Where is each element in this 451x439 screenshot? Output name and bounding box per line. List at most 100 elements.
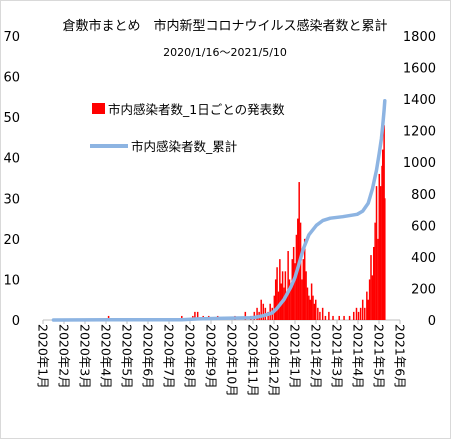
legend-bar-swatch <box>92 103 105 114</box>
bar <box>274 279 277 320</box>
y-left-tick-label: 50 <box>3 111 20 126</box>
x-tick-label: 2020年4月 <box>99 324 114 389</box>
legend-bar-label: 市内感染者数_1日ごとの発表数 <box>108 102 285 117</box>
bar <box>368 279 371 320</box>
y-right-tick-label: 400 <box>411 251 436 266</box>
y-left-tick-label: 60 <box>3 71 20 86</box>
bar <box>367 299 369 320</box>
bar <box>328 311 330 320</box>
chart-title: 倉敷市まとめ 市内新型コロナウイルス感染者数と累計 <box>62 18 387 34</box>
x-tick-label: 2020年7月 <box>162 324 177 389</box>
x-tick-label: 2020年2月 <box>57 324 72 389</box>
bar <box>306 287 309 320</box>
bar <box>352 311 355 320</box>
bar <box>298 182 300 320</box>
bar <box>299 222 302 320</box>
bar <box>273 295 276 320</box>
bar <box>361 299 364 320</box>
x-tick-label: 2020年1月 <box>36 324 51 389</box>
bar <box>364 307 366 320</box>
x-tick-label: 2020年10月 <box>225 324 240 397</box>
bar <box>373 246 375 320</box>
bar <box>260 299 262 320</box>
bar <box>303 238 306 320</box>
y-right-tick-label: 800 <box>411 188 436 203</box>
bar <box>276 267 278 320</box>
y-right-tick-label: 600 <box>411 219 436 234</box>
bar <box>370 255 372 320</box>
bar <box>321 307 324 320</box>
bar <box>355 307 358 320</box>
chart-subtitle: 2020/1/16～2021/5/10 <box>163 46 287 59</box>
bar <box>357 311 360 320</box>
bar <box>310 283 313 320</box>
bar <box>107 315 110 320</box>
bar <box>374 222 376 320</box>
bar <box>287 251 289 320</box>
bar <box>379 186 382 320</box>
y-right-tick-label: 1600 <box>403 62 436 77</box>
bar <box>315 299 317 320</box>
bar <box>301 279 303 320</box>
x-tick-label: 2020年5月 <box>120 324 135 389</box>
bar <box>377 238 379 320</box>
bar <box>290 287 292 320</box>
bar <box>309 299 311 320</box>
bar <box>294 263 296 320</box>
y-right-tick-label: 200 <box>411 282 436 297</box>
bar <box>332 315 334 320</box>
bar <box>378 173 381 320</box>
bar <box>313 303 316 320</box>
bar <box>196 311 199 320</box>
cumulative-line <box>51 98 387 322</box>
x-tick-label: 2021年1月 <box>288 324 303 389</box>
bar <box>384 198 386 320</box>
bar <box>283 287 285 320</box>
x-tick-label: 2020年9月 <box>204 324 219 389</box>
legend-line-label: 市内感染者数_累計 <box>131 139 237 154</box>
x-tick-label: 2021年5月 <box>372 324 387 389</box>
y-left-tick-label: 40 <box>3 152 20 167</box>
x-tick-label: 2020年6月 <box>141 324 156 389</box>
bar <box>319 311 321 320</box>
bar <box>366 291 368 320</box>
bar <box>244 311 247 320</box>
bar <box>288 279 291 320</box>
bar <box>371 275 374 320</box>
y-left-tick-label: 70 <box>3 30 20 45</box>
x-tick-label: 2021年2月 <box>309 324 324 389</box>
bar <box>359 307 362 320</box>
y-right-tick-label: 1800 <box>403 30 436 45</box>
bar <box>375 186 378 320</box>
bar <box>343 315 345 320</box>
bar <box>256 307 258 320</box>
y-right-tick-label: 1400 <box>403 93 436 108</box>
bar <box>348 315 351 320</box>
bar <box>291 259 294 320</box>
bar <box>305 271 307 320</box>
bar <box>302 259 305 320</box>
x-tick-label: 2021年4月 <box>351 324 366 389</box>
bar <box>312 295 314 320</box>
y-left-tick-label: 10 <box>3 273 20 288</box>
y-right-tick-label: 1000 <box>403 156 436 171</box>
bar <box>286 295 288 320</box>
bar <box>279 259 281 320</box>
x-tick-label: 2020年11月 <box>246 324 261 397</box>
bar <box>194 311 196 320</box>
x-tick-label: 2020年12月 <box>267 324 282 397</box>
y-left-tick-label: 30 <box>3 192 20 207</box>
bar <box>281 271 284 320</box>
y-right-tick-label: 1200 <box>403 125 436 140</box>
x-tick-label: 2020年8月 <box>183 324 198 389</box>
y-left-tick-label: 0 <box>12 314 20 329</box>
y-right-tick-label: 0 <box>428 314 436 329</box>
bar <box>308 295 310 320</box>
y-left-tick-label: 20 <box>3 233 20 248</box>
bar <box>262 303 265 320</box>
x-tick-label: 2021年6月 <box>393 324 408 389</box>
bar <box>324 315 327 320</box>
x-tick-label: 2021年3月 <box>330 324 345 389</box>
bar <box>317 307 319 320</box>
